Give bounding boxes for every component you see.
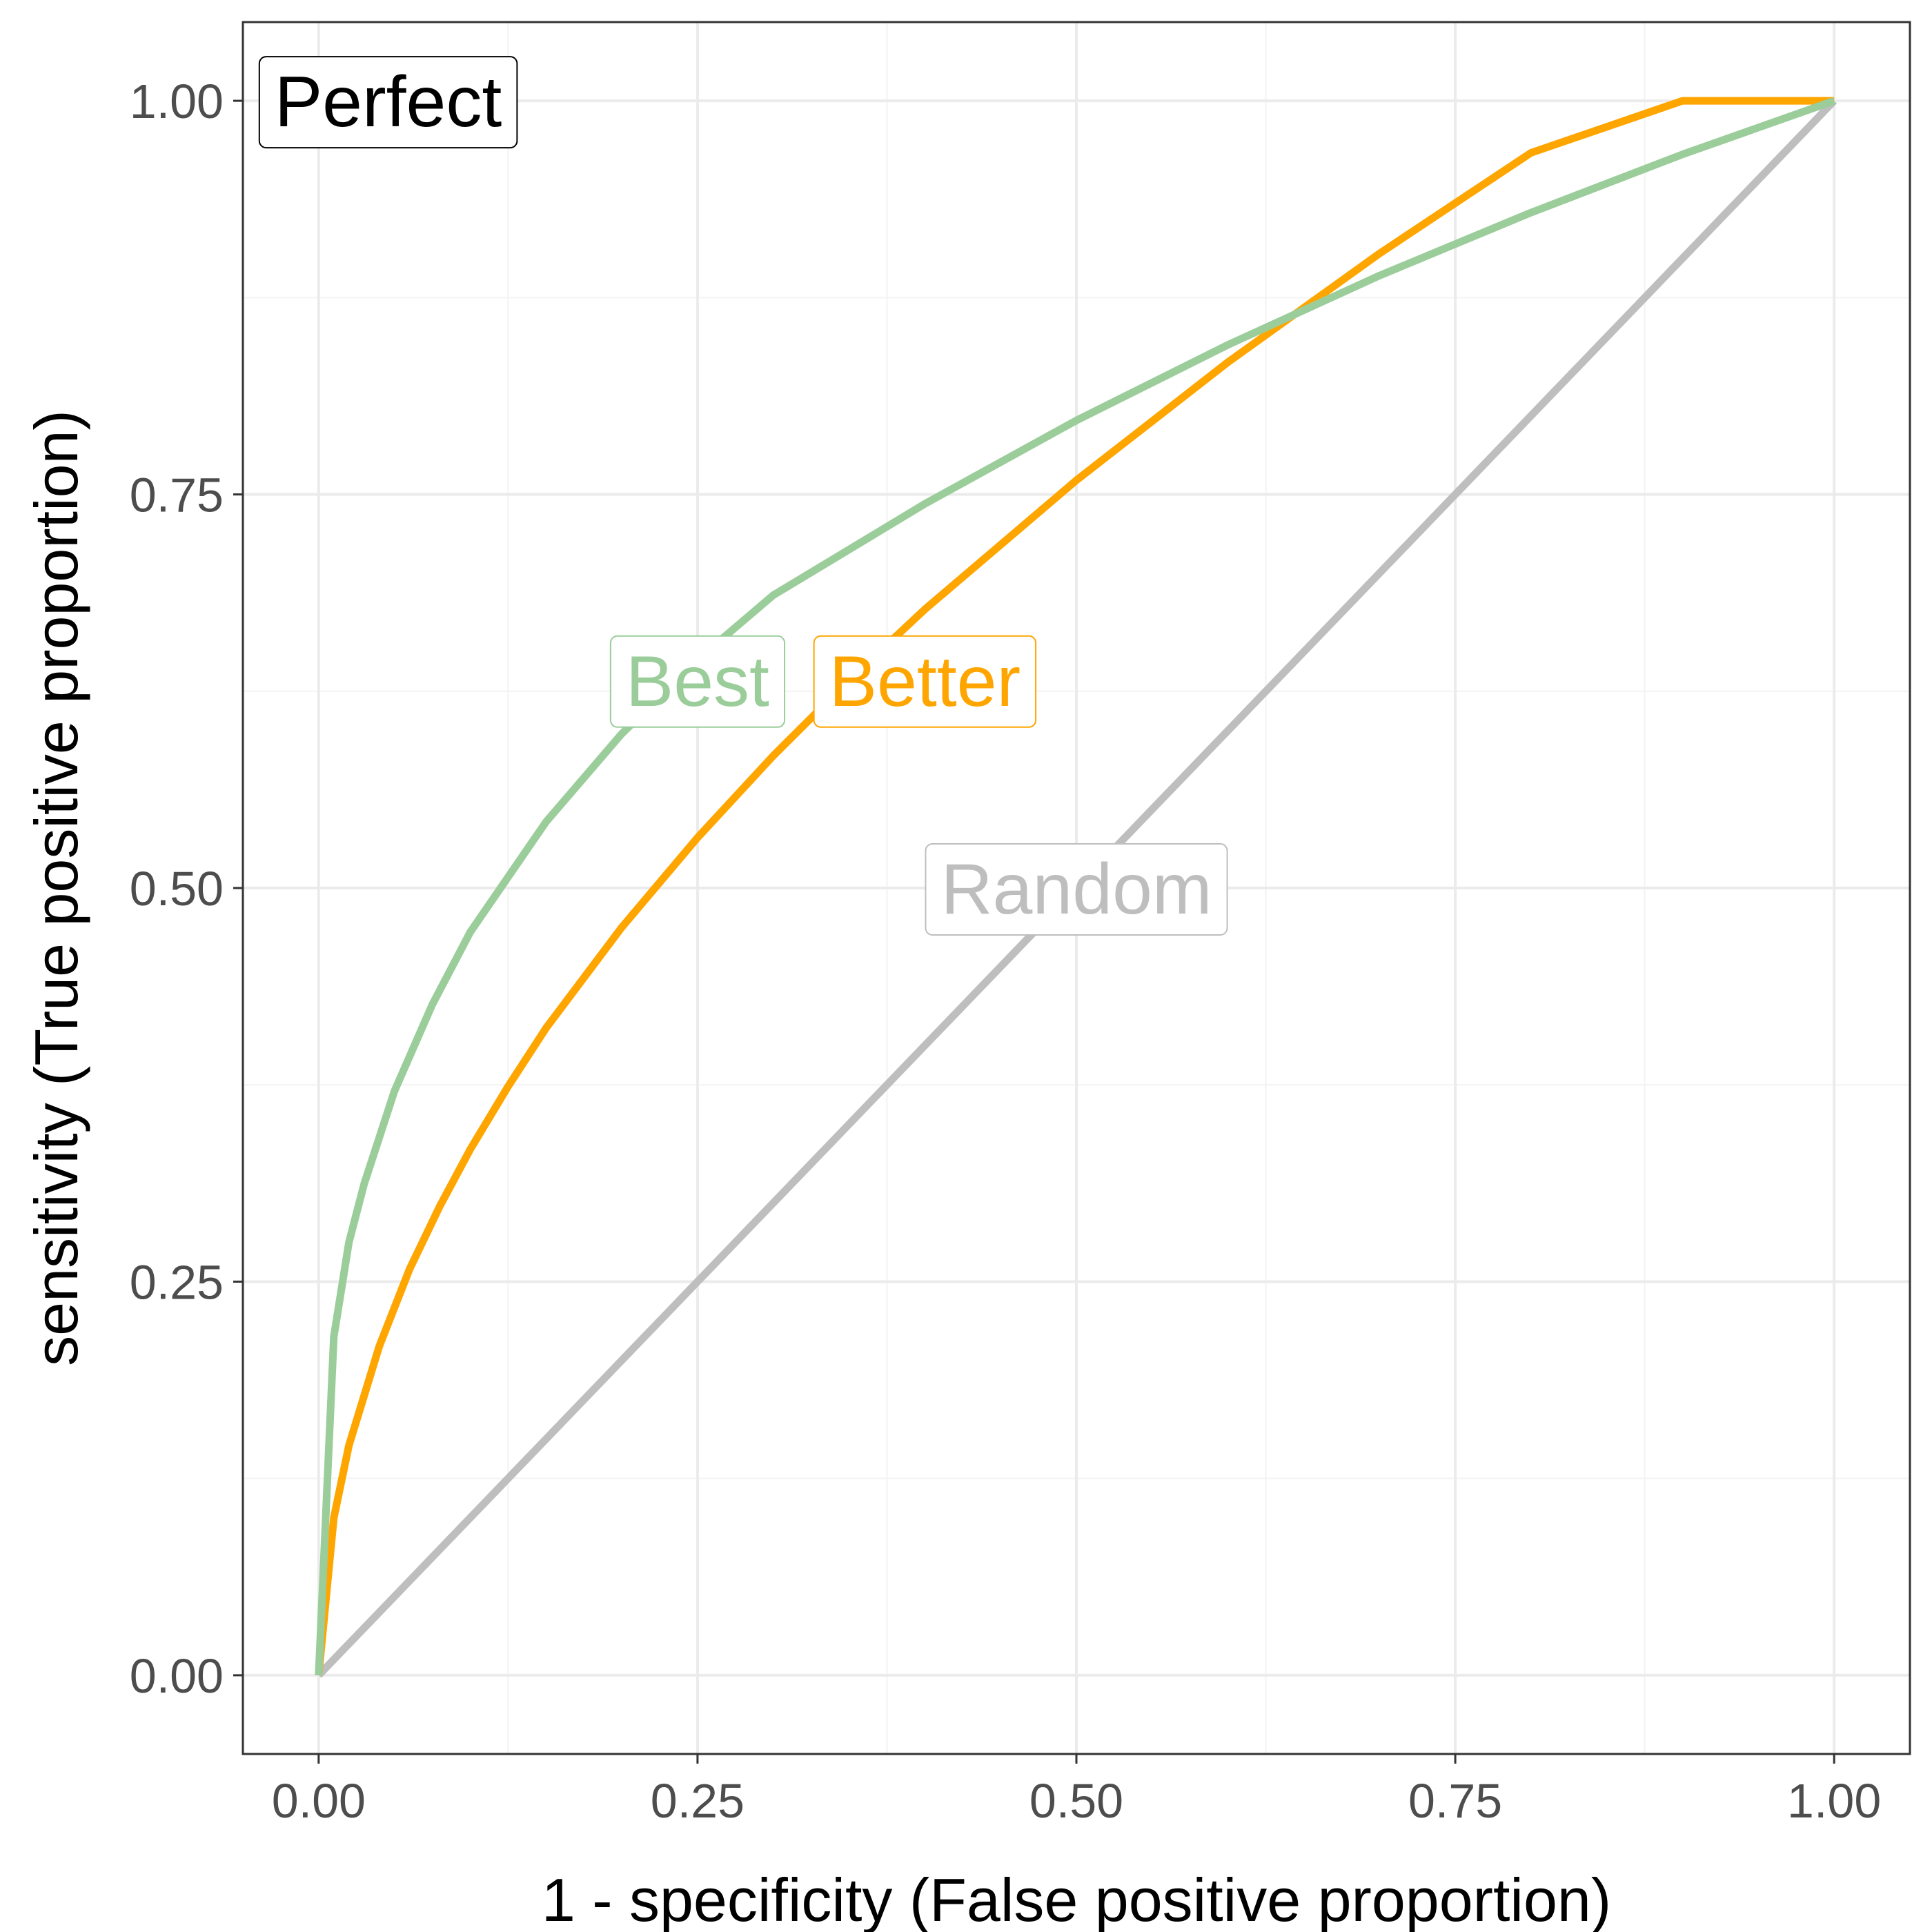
x-tick-label: 1.00 xyxy=(1787,1774,1881,1828)
x-tick-label: 0.50 xyxy=(1029,1774,1123,1828)
annotations: Perfect Best Better Random xyxy=(258,56,1228,936)
x-tick-label: 0.00 xyxy=(272,1774,366,1828)
y-axis-title: sensitivity (True positive proportion) xyxy=(22,410,90,1366)
y-tick-label: 1.00 xyxy=(130,75,224,128)
y-tick-label: 0.25 xyxy=(130,1255,224,1309)
y-tick-label: 0.50 xyxy=(130,862,224,916)
series-line-better xyxy=(315,97,1835,1676)
annotation-random: Random xyxy=(925,843,1228,936)
x-tick-label: 0.25 xyxy=(651,1774,745,1828)
axis-ticks: 0.00 0.25 0.50 0.75 1.00 0.00 0.25 0.50 0.75 1.00 xyxy=(130,75,1882,1828)
annotation-better: Better xyxy=(813,635,1037,728)
annotation-label: Perfect xyxy=(275,62,502,142)
annotation-label: Better xyxy=(829,642,1021,722)
annotation-box xyxy=(609,635,786,728)
y-tick-label: 0.75 xyxy=(130,469,224,522)
annotation-best: Best xyxy=(609,635,786,728)
x-axis-title: 1 - specificity (False positive proporti… xyxy=(542,1866,1611,1932)
y-tick-label: 0.00 xyxy=(130,1649,224,1703)
grid xyxy=(243,22,1910,1754)
annotation-label: Best xyxy=(626,642,769,722)
annotation-box xyxy=(258,56,518,149)
annotation-box xyxy=(925,843,1228,936)
x-tick-label: 0.75 xyxy=(1408,1774,1502,1828)
annotation-box xyxy=(813,635,1037,728)
annotation-perfect: Perfect xyxy=(258,56,518,149)
annotation-label: Random xyxy=(940,849,1212,929)
